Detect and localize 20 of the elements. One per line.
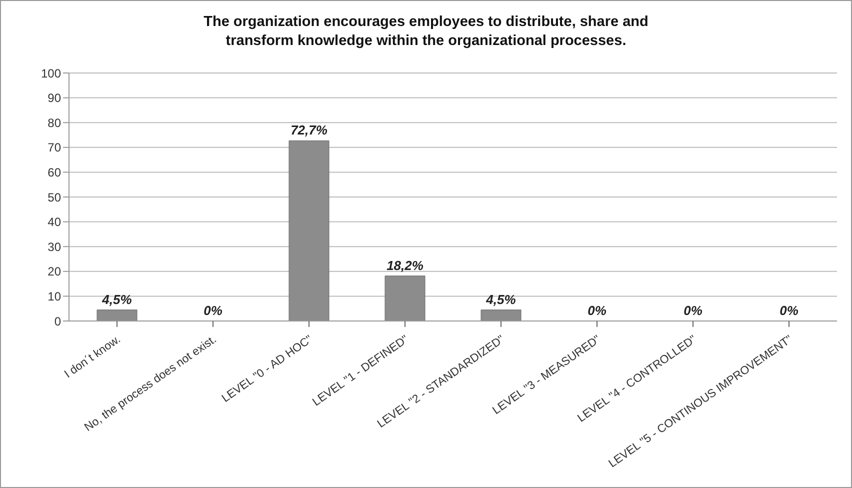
- y-tick-label: 0: [54, 314, 62, 328]
- y-tick-label: 100: [40, 66, 62, 80]
- y-tick-label: 90: [48, 91, 62, 106]
- data-label: 0%: [204, 303, 223, 318]
- data-label: 4,5%: [485, 292, 516, 307]
- y-tick-label: 40: [48, 215, 62, 230]
- data-label: 0%: [588, 303, 607, 318]
- y-tick-label: 30: [48, 240, 62, 254]
- y-tick-label: 10: [48, 289, 62, 304]
- data-label: 0%: [780, 303, 799, 318]
- data-label: 72,7%: [290, 122, 328, 138]
- y-tick-label: 20: [48, 264, 62, 279]
- data-label: 4,5%: [101, 292, 132, 307]
- y-tick-label: 60: [48, 165, 62, 180]
- y-tick-label: 70: [48, 140, 62, 155]
- y-tick-label: 80: [48, 116, 62, 130]
- chart-title: The organization encourages employees to distribute, share and transform knowledge within the organizational processes.: [202, 13, 650, 51]
- y-tick-label: 50: [48, 190, 62, 204]
- data-label: 0%: [684, 303, 703, 318]
- data-label: 18,2%: [386, 258, 424, 273]
